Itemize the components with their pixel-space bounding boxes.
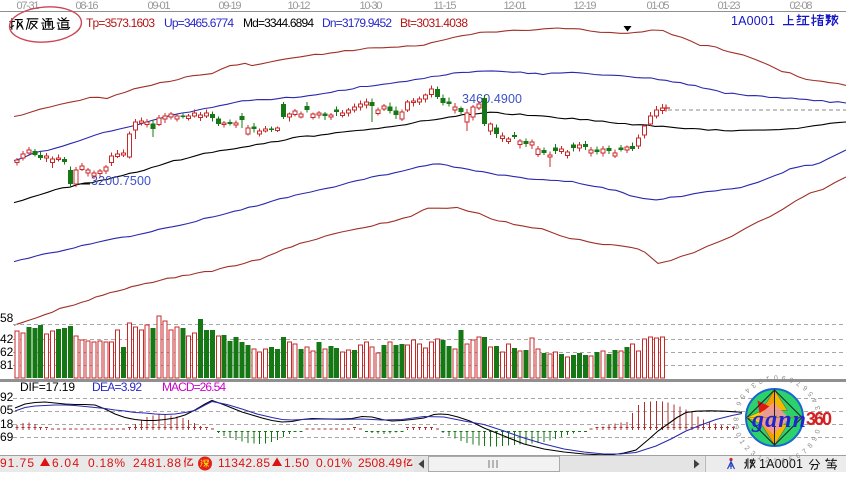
svg-text:10-12: 10-12 (288, 0, 311, 12)
svg-text:18: 18 (0, 417, 14, 431)
svg-text:MACD=26.54: MACD=26.54 (162, 380, 226, 394)
svg-text:DIF=17.19: DIF=17.19 (20, 380, 75, 394)
svg-text:1: 1 (738, 439, 746, 446)
svg-text:09-01: 09-01 (148, 0, 171, 12)
svg-text:11-15: 11-15 (434, 0, 457, 12)
svg-text:2: 2 (743, 445, 751, 453)
svg-text:62: 62 (0, 345, 14, 359)
svg-text:Md=3344.6894: Md=3344.6894 (243, 16, 314, 30)
svg-text:2: 2 (816, 413, 823, 418)
svg-text:3: 3 (773, 458, 777, 465)
svg-text:3: 3 (749, 450, 756, 458)
svg-text:11342.85: 11342.85 (218, 456, 270, 470)
svg-text:2481.88: 2481.88 (133, 456, 181, 470)
svg-text:91.75: 91.75 (0, 456, 34, 470)
svg-text:3460.4900: 3460.4900 (462, 92, 522, 106)
svg-text:9: 9 (811, 436, 819, 443)
svg-text:1: 1 (765, 374, 770, 382)
svg-text:3200.7500: 3200.7500 (91, 174, 151, 188)
svg-text:Up=3465.6774: Up=3465.6774 (164, 16, 234, 30)
svg-text:1A0001: 1A0001 (759, 457, 803, 471)
svg-text:9: 9 (781, 374, 786, 382)
svg-text:05: 05 (0, 403, 14, 417)
svg-text:7: 7 (732, 409, 740, 414)
svg-text:5: 5 (738, 393, 746, 400)
svg-text:DEA=3.92: DEA=3.92 (92, 380, 142, 394)
svg-text:3: 3 (814, 405, 822, 411)
svg-text:6: 6 (734, 400, 742, 406)
svg-text:10-30: 10-30 (360, 0, 383, 12)
svg-text:81: 81 (0, 358, 14, 372)
svg-text:3: 3 (749, 381, 756, 389)
svg-text:2: 2 (757, 377, 764, 385)
svg-text:0: 0 (814, 429, 822, 435)
svg-text:12-19: 12-19 (574, 0, 597, 12)
svg-text:12-01: 12-01 (504, 0, 527, 12)
svg-text:6.04: 6.04 (52, 456, 79, 470)
svg-text:7: 7 (796, 379, 803, 387)
svg-text:0: 0 (774, 373, 778, 380)
svg-text:9: 9 (732, 425, 740, 430)
svg-text:01-23: 01-23 (718, 0, 741, 12)
svg-text:42: 42 (0, 332, 14, 346)
svg-text:5: 5 (807, 390, 815, 397)
svg-text:6: 6 (795, 452, 802, 460)
svg-text:7: 7 (801, 448, 809, 456)
svg-text:4: 4 (781, 458, 786, 465)
svg-text:92: 92 (0, 390, 14, 404)
svg-text:01-05: 01-05 (647, 0, 670, 12)
svg-text:08-16: 08-16 (76, 0, 99, 12)
svg-text:8: 8 (732, 417, 739, 421)
svg-text:5: 5 (788, 456, 794, 464)
svg-text:8: 8 (789, 375, 795, 383)
svg-text:1: 1 (816, 421, 823, 426)
svg-text:Tp=3573.1603: Tp=3573.1603 (86, 16, 155, 30)
svg-text:02-08: 02-08 (790, 0, 813, 12)
svg-text:1: 1 (756, 454, 763, 462)
svg-text:58: 58 (0, 311, 14, 325)
svg-text:0: 0 (734, 432, 742, 438)
svg-text:0.18%: 0.18% (88, 456, 125, 470)
svg-text:4: 4 (811, 397, 819, 404)
svg-text:1.50: 1.50 (284, 456, 309, 470)
svg-text:gann: gann (751, 407, 806, 433)
svg-text:4: 4 (743, 386, 751, 394)
svg-text:8: 8 (807, 442, 815, 450)
svg-text:6: 6 (802, 384, 810, 392)
svg-text:69: 69 (0, 430, 14, 444)
svg-text:2: 2 (764, 457, 770, 465)
svg-text:09-19: 09-19 (219, 0, 242, 12)
svg-text:0.01%: 0.01% (316, 456, 352, 470)
svg-text:Bt=3031.4038: Bt=3031.4038 (400, 16, 468, 30)
svg-text:2508.49: 2508.49 (358, 456, 402, 470)
svg-text:360: 360 (806, 409, 832, 429)
svg-text:1A0001: 1A0001 (731, 14, 775, 28)
svg-text:Dn=3179.9452: Dn=3179.9452 (322, 16, 392, 30)
